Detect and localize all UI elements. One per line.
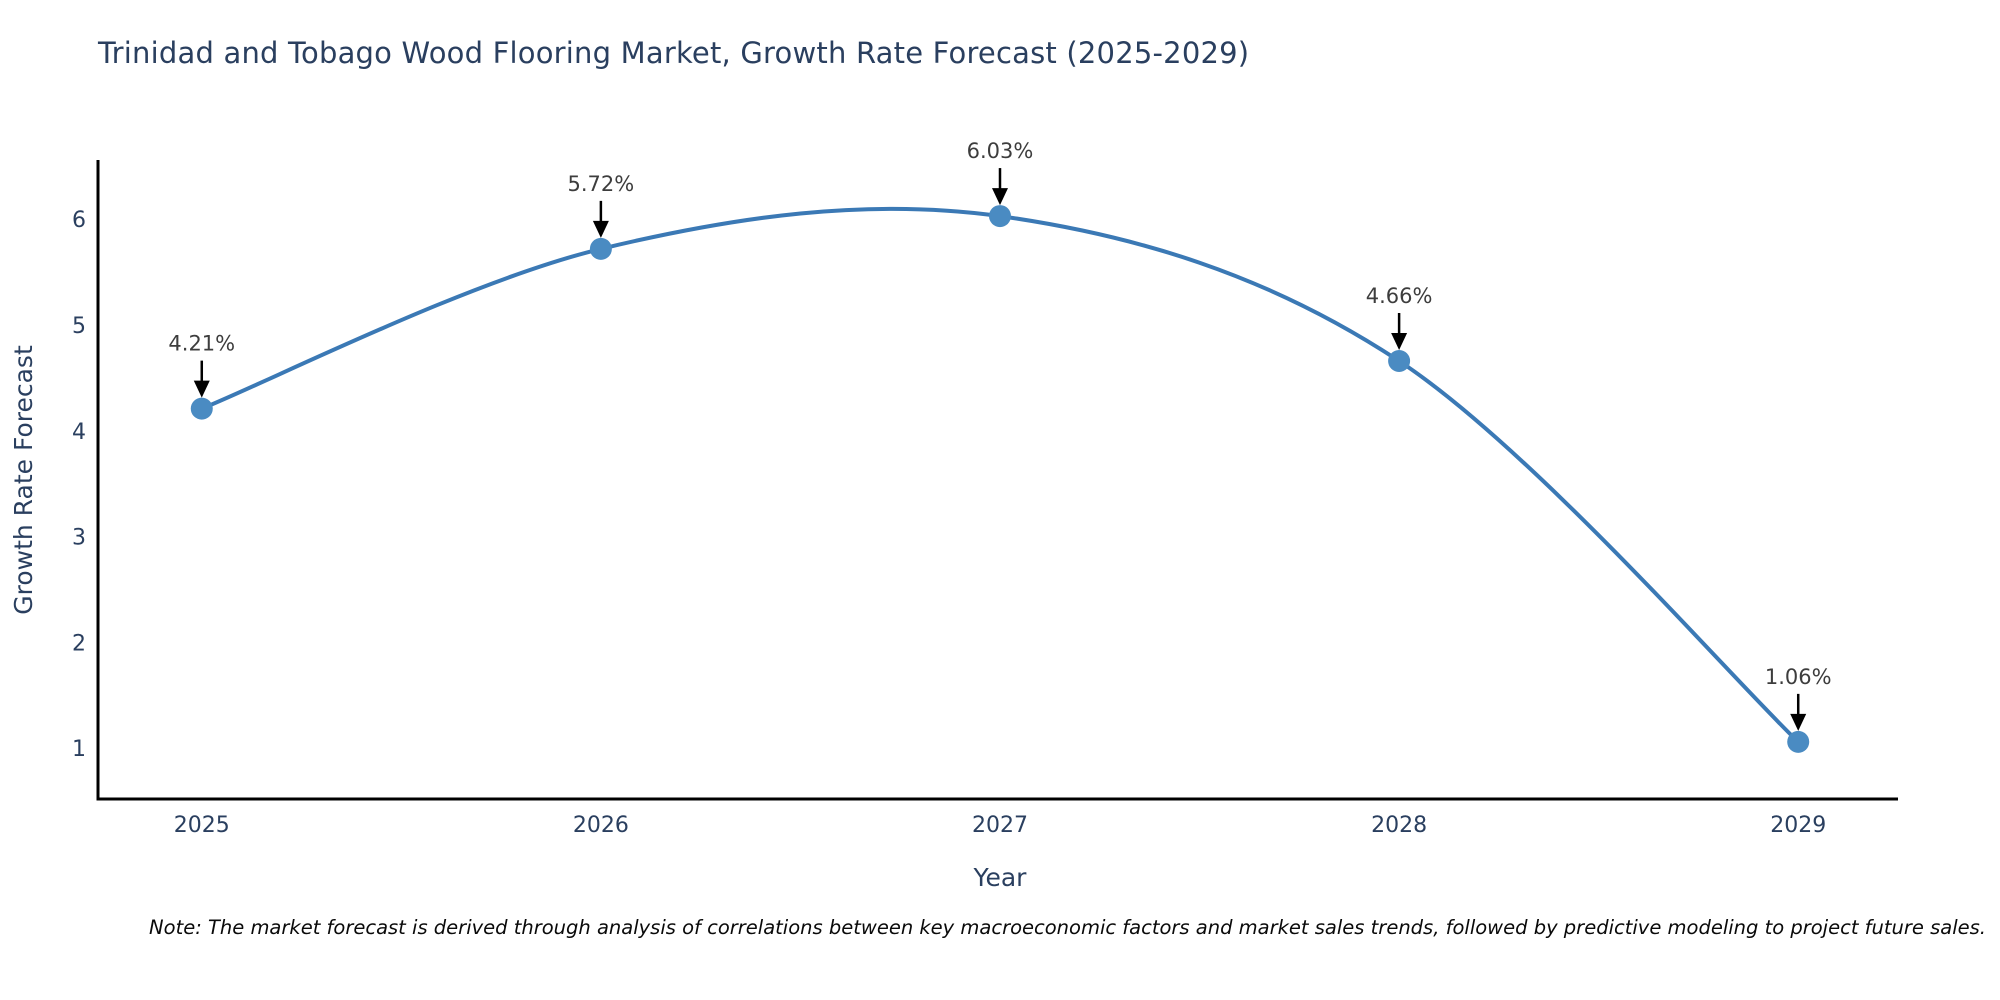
x-tick-label: 2026	[573, 813, 629, 838]
y-tick-label: 4	[72, 420, 86, 445]
chart-title: Trinidad and Tobago Wood Flooring Market…	[98, 36, 1250, 70]
x-tick-label: 2027	[972, 813, 1028, 838]
x-axis-ticks: 2025 2026 2027 2028 2029	[174, 813, 1826, 838]
y-axis-title: Growth Rate Forecast	[9, 345, 38, 615]
x-axis-title: Year	[973, 863, 1028, 892]
growth-rate-series	[190, 205, 1810, 753]
point-value-label: 6.03%	[967, 139, 1034, 163]
data-point-marker[interactable]	[988, 205, 1011, 228]
annotation-arrowhead-icon	[193, 380, 210, 398]
y-tick-label: 5	[72, 314, 86, 339]
annotation-arrowhead-icon	[1790, 713, 1807, 731]
footnote: Note: The market forecast is derived thr…	[149, 916, 1986, 939]
data-point-marker[interactable]	[190, 397, 213, 420]
point-value-label: 1.06%	[1765, 665, 1832, 689]
annotation-arrowhead-icon	[1391, 333, 1408, 351]
y-tick-label: 6	[72, 208, 86, 233]
annotation-arrowhead-icon	[991, 188, 1008, 206]
series-line	[199, 206, 1801, 744]
point-annotations: 4.21% 5.72% 6.03% 4.66% 1.06%	[168, 139, 1832, 731]
x-tick-label: 2025	[174, 813, 230, 838]
data-point-marker[interactable]	[1388, 350, 1411, 373]
y-tick-label: 2	[72, 631, 86, 656]
point-value-label: 4.21%	[168, 332, 235, 356]
x-tick-label: 2029	[1770, 813, 1826, 838]
point-value-label: 4.66%	[1366, 284, 1433, 308]
y-axis-ticks: 1 2 3 4 5 6	[72, 208, 86, 762]
data-point-marker[interactable]	[589, 237, 612, 260]
data-point-marker[interactable]	[1787, 730, 1810, 753]
annotation-arrowhead-icon	[592, 220, 609, 238]
y-tick-label: 3	[72, 526, 86, 551]
point-value-label: 5.72%	[568, 172, 635, 196]
x-tick-label: 2028	[1371, 813, 1427, 838]
y-tick-label: 1	[72, 737, 86, 762]
